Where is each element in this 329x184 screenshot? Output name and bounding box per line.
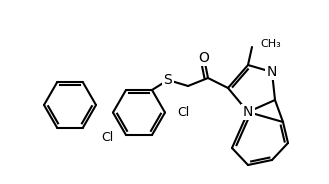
Text: Cl: Cl — [102, 130, 114, 144]
Text: CH₃: CH₃ — [260, 39, 281, 49]
Text: Cl: Cl — [177, 106, 189, 119]
Text: S: S — [164, 73, 172, 87]
Text: O: O — [199, 51, 210, 65]
Text: N: N — [267, 65, 277, 79]
Text: N: N — [243, 105, 253, 119]
